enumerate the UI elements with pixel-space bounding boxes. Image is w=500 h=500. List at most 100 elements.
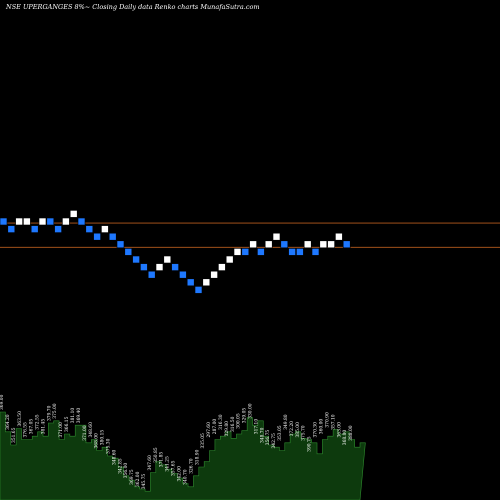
volume-price-label: 364.20 <box>6 414 11 430</box>
volume-price-label: 375.70 <box>302 425 307 441</box>
volume-price-label: 316.30 <box>219 414 224 430</box>
volume-price-label: 367.05 <box>30 419 35 435</box>
renko-brick-down <box>186 278 195 287</box>
renko-brick-up <box>264 240 273 249</box>
volume-price-label: 369.40 <box>77 408 82 424</box>
volume-price-label: 371.00 <box>59 422 64 438</box>
volume-price-label: 390.75 <box>308 436 313 452</box>
renko-brick-up <box>101 225 109 233</box>
volume-price-label: 348.60 <box>89 422 94 438</box>
volume-price-label: 368.80 <box>343 430 348 446</box>
renko-brick-down <box>85 225 94 233</box>
volume-price-label: 375.00 <box>53 403 58 419</box>
renko-brick-down <box>93 232 101 241</box>
volume-price-label: 369.75 <box>130 469 135 485</box>
renko-brick-down <box>46 217 55 226</box>
volume-price-label: 335.05 <box>201 433 206 449</box>
volume-price-label: 356.75 <box>266 430 271 446</box>
volume-price-label: 362.00 <box>136 471 141 487</box>
volume-price-label: 381.10 <box>71 408 76 424</box>
volume-price-label: 375.30 <box>107 438 112 454</box>
volume-price-label: 345.75 <box>142 474 147 490</box>
volume-price-label: 341.25 <box>166 456 171 472</box>
volume-price-label: 342.85 <box>118 458 123 474</box>
volume-price-label: 348.60 <box>112 449 117 465</box>
chart-title: NSE UPERGANGES 8%~ Closing Daily data Re… <box>5 3 260 11</box>
renko-brick-down <box>257 248 265 256</box>
volume-price-label: 381.45 <box>41 419 46 435</box>
volume-price-label: 369.00 <box>0 394 5 410</box>
volume-price-label: 329.80 <box>225 421 230 437</box>
volume-price-label: 363.50 <box>18 411 23 427</box>
renko-brick-down <box>179 270 187 279</box>
volume-price-label: 371.85 <box>160 452 165 468</box>
renko-brick-up <box>69 210 78 218</box>
volume-price-label: 330.00 <box>249 403 254 419</box>
renko-brick-up <box>202 278 211 287</box>
volume-price-label: 379.70 <box>47 405 52 421</box>
volume-price-label: 316.50 <box>231 416 236 432</box>
volume-price-label: 353.05 <box>278 425 283 441</box>
renko-brick-up <box>210 270 218 279</box>
renko-brick-up <box>327 240 335 249</box>
volume-price-label: 370.90 <box>325 412 330 428</box>
renko-brick-down <box>342 240 351 249</box>
volume-area <box>0 411 366 500</box>
renko-brick-up <box>272 232 281 241</box>
renko-brick-down <box>54 225 62 233</box>
volume-price-label: 329.05 <box>243 408 248 424</box>
renko-brick-up <box>155 263 164 271</box>
volume-price-label: 366.15 <box>65 416 70 432</box>
volume-price-label: 351.65 <box>12 427 17 443</box>
renko-brick-up <box>62 217 70 226</box>
volume-price-label: 360.00 <box>320 419 325 435</box>
volume-price-label: 363.00 <box>337 422 342 438</box>
renko-brick-up <box>38 217 47 226</box>
renko-brick-down <box>124 248 133 256</box>
volume-price-label: 372.20 <box>290 421 295 437</box>
volume-price-label: 326.70 <box>189 458 194 474</box>
volume-price-label: 297.60 <box>207 422 212 438</box>
renko-brick-down <box>77 217 86 226</box>
volume-price-label: 357.10 <box>331 414 336 430</box>
renko-bricks <box>0 210 351 294</box>
renko-brick-down <box>140 263 148 271</box>
volume-price-label: 368.00 <box>95 433 100 449</box>
volume-price-label: 342.00 <box>178 466 183 482</box>
volume-price-label: 370.30 <box>314 422 319 438</box>
volume-price-label: 380.15 <box>101 430 106 446</box>
renko-brick-up <box>163 255 172 264</box>
renko-brick-up <box>319 240 328 249</box>
volume-price-label: 349.80 <box>284 414 289 430</box>
renko-brick-down <box>30 225 39 233</box>
renko-brick-down <box>296 248 304 256</box>
renko-brick-down <box>171 263 179 271</box>
volume-price-label: 317.10 <box>254 419 259 435</box>
volume-price-label: 357.65 <box>172 460 177 476</box>
volume-price-label: 376.55 <box>24 422 29 438</box>
volume-price-label: 342.75 <box>272 433 277 449</box>
renko-brick-up <box>225 255 234 264</box>
volume-price-label: 300.05 <box>237 413 242 429</box>
volume-area-path <box>0 411 366 500</box>
renko-brick-down <box>311 248 320 256</box>
renko-brick-up <box>218 263 226 271</box>
volume-price-label: 348.70 <box>260 427 265 443</box>
volume-price-label: 385.00 <box>296 422 301 438</box>
volume-price-label: 287.00 <box>213 419 218 435</box>
volume-price-label: 388.00 <box>349 425 354 441</box>
volume-price-label: 318.90 <box>195 449 200 465</box>
volume-price-label: 371.00 <box>83 425 88 441</box>
renko-brick-down <box>7 225 16 233</box>
volume-price-label: 356.00 <box>124 463 129 479</box>
renko-brick-down <box>280 240 289 249</box>
volume-price-label: 340.70 <box>183 469 188 485</box>
renko-brick-up <box>15 217 23 226</box>
renko-brick-down <box>108 232 117 241</box>
renko-brick-down <box>0 217 8 226</box>
renko-brick-up <box>249 240 257 249</box>
renko-brick-down <box>288 248 296 256</box>
